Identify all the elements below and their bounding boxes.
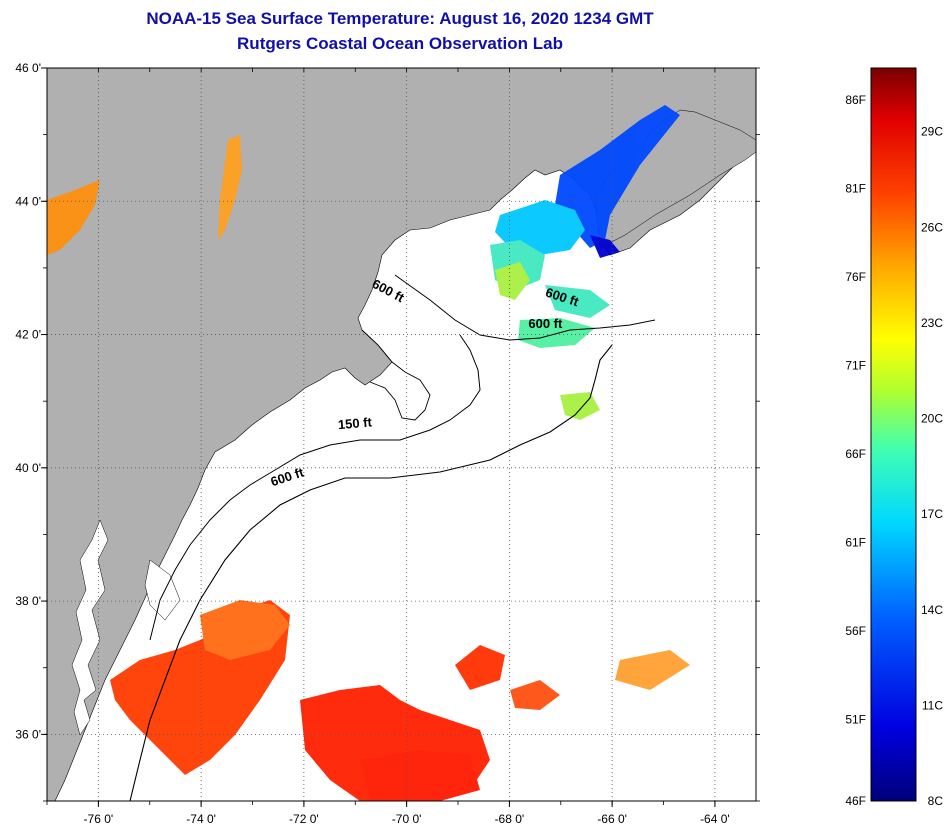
colorbar-c-label: 29C: [921, 125, 943, 139]
colorbar-c-label: 26C: [921, 220, 943, 234]
lat-tick-label: 40 0': [15, 461, 41, 475]
colorbar-f-label: 76F: [845, 270, 866, 284]
sst-patches: [47, 105, 690, 801]
colorbar-c-label: 14C: [921, 603, 943, 617]
lon-tick-label: -64 0': [700, 812, 730, 826]
lat-tick-label: 36 0': [15, 727, 41, 741]
colorbar-f-label: 56F: [845, 624, 866, 638]
lat-tick-label: 46 0': [15, 61, 41, 75]
lat-tick-label: 44 0': [15, 194, 41, 208]
lon-tick-label: -74 0': [186, 812, 216, 826]
contour-600ft: [129, 344, 613, 801]
lon-tick-label: -70 0': [392, 812, 422, 826]
colorbar-c-label: 11C: [922, 698, 943, 712]
colorbar-celsius-labels: 29C 26C 23C 20C 17C 14C 11C 8C: [921, 125, 943, 808]
map-frame: [46, 67, 757, 802]
colorbar-c-label: 8C: [928, 794, 944, 808]
delaware-bay: [144, 559, 181, 621]
colorbar-gradient: [870, 67, 917, 802]
colorbar-c-label: 17C: [921, 507, 943, 521]
lat-tick-label: 42 0': [15, 328, 41, 342]
colorbar-f-label: 86F: [845, 93, 866, 107]
colorbar-f-label: 61F: [845, 536, 866, 550]
map-subtitle: Rutgers Coastal Ocean Observation Lab: [237, 34, 563, 53]
lon-tick-label: -66 0': [597, 812, 627, 826]
colorbar: 86F 81F 76F 71F 66F 61F 56F 51F 46F 29C 26C 23C 20C…: [845, 67, 943, 808]
colorbar-c-label: 23C: [921, 316, 943, 330]
colorbar-f-label: 46F: [845, 794, 866, 808]
contour-150ft: [149, 334, 481, 641]
contour-label: 150 ft: [337, 414, 373, 432]
contour-600ft-gom: [394, 274, 656, 341]
latitude-axis: 46 0' 44 0' 42 0' 40 0' 38 0' 36 0': [15, 61, 760, 802]
colorbar-fahrenheit-labels: 86F 81F 76F 71F 66F 61F 56F 51F 46F: [845, 93, 866, 808]
longitude-axis: -76 0' -74 0' -72 0' -70 0' -68 0' -66 0' -64 …: [46, 68, 730, 826]
lat-tick-label: 38 0': [15, 594, 41, 608]
chesapeake-bay: [71, 519, 109, 736]
lon-tick-label: -76 0': [84, 812, 114, 826]
contour-label: 600 ft: [528, 316, 563, 331]
coastline: [361, 329, 431, 421]
colorbar-f-label: 66F: [845, 447, 866, 461]
lon-tick-label: -72 0': [289, 812, 319, 826]
colorbar-f-label: 71F: [845, 358, 866, 372]
colorbar-f-label: 51F: [845, 713, 866, 727]
lon-tick-label: -68 0': [495, 812, 525, 826]
colorbar-c-label: 20C: [921, 412, 943, 426]
map-title: NOAA-15 Sea Surface Temperature: August …: [146, 9, 654, 28]
colorbar-f-label: 81F: [845, 181, 866, 195]
